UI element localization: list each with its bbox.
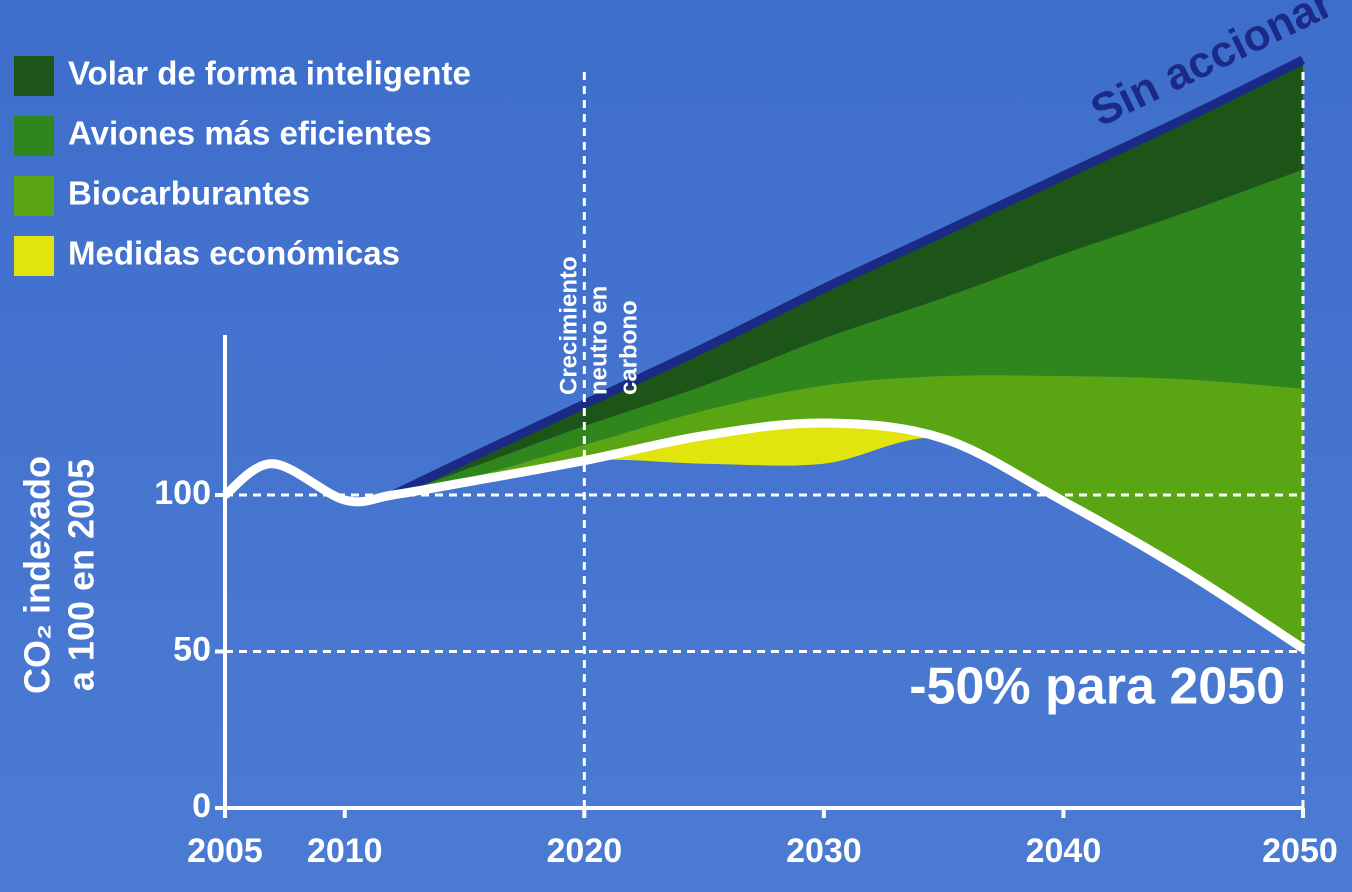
legend-swatch xyxy=(14,176,54,216)
x-tick-label: 2005 xyxy=(187,832,263,870)
area-band xyxy=(225,375,1303,649)
emissions-line xyxy=(222,418,1306,653)
legend-swatch xyxy=(14,116,54,156)
legend-label: Volar de forma inteligente xyxy=(68,55,471,92)
x-tick-label: 2040 xyxy=(1026,832,1102,870)
x-tick-label: 2010 xyxy=(307,832,383,870)
annotation: neutro en xyxy=(585,286,612,395)
x-tick-label: 2050 xyxy=(1262,832,1338,870)
y-tick-label: 0 xyxy=(192,787,211,825)
annotation: Crecimiento xyxy=(555,256,582,395)
legend-swatch xyxy=(14,236,54,276)
y-axis-title: CO₂ indexado xyxy=(17,456,58,694)
x-tick-label: 2030 xyxy=(786,832,862,870)
no-action-line xyxy=(390,55,1306,500)
x-tick-label: 2020 xyxy=(547,832,623,870)
area-band xyxy=(225,169,1303,503)
legend-label: Medidas económicas xyxy=(68,235,400,272)
annotation: carbono xyxy=(615,300,642,395)
legend-swatch xyxy=(14,56,54,96)
legend-label: Aviones más eficientes xyxy=(68,115,432,152)
y-tick-label: 50 xyxy=(173,630,211,668)
annotation: -50% para 2050 xyxy=(909,658,1285,716)
legend-label: Biocarburantes xyxy=(68,175,310,212)
y-tick-label: 100 xyxy=(154,474,211,512)
y-axis-title: a 100 en 2005 xyxy=(61,459,102,691)
